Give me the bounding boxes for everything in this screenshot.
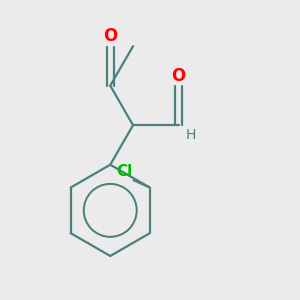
Text: O: O bbox=[172, 67, 186, 85]
Text: H: H bbox=[185, 128, 196, 142]
Text: Cl: Cl bbox=[116, 164, 132, 179]
Text: O: O bbox=[103, 27, 117, 45]
